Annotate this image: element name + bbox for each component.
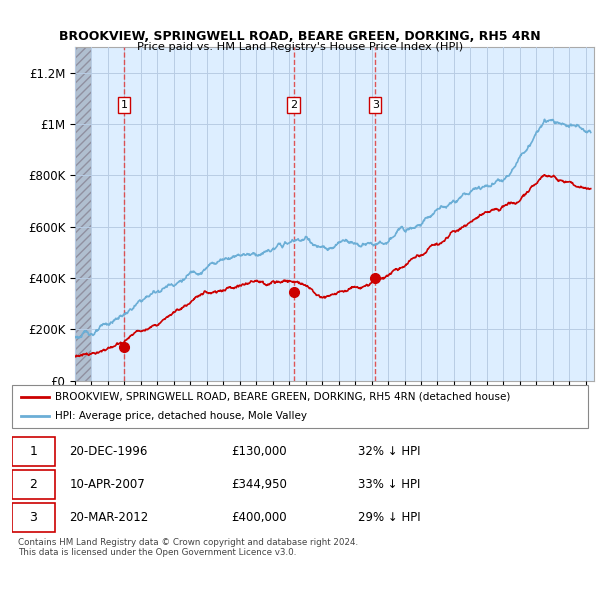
Text: Contains HM Land Registry data © Crown copyright and database right 2024.
This d: Contains HM Land Registry data © Crown c… (18, 538, 358, 558)
Text: £400,000: £400,000 (231, 511, 287, 524)
Text: £344,950: £344,950 (231, 478, 287, 491)
Text: 33% ↓ HPI: 33% ↓ HPI (358, 478, 420, 491)
Text: £130,000: £130,000 (231, 445, 287, 458)
Text: 3: 3 (29, 511, 37, 524)
Text: BROOKVIEW, SPRINGWELL ROAD, BEARE GREEN, DORKING, RH5 4RN: BROOKVIEW, SPRINGWELL ROAD, BEARE GREEN,… (59, 30, 541, 43)
Text: 3: 3 (371, 100, 379, 110)
Text: 10-APR-2007: 10-APR-2007 (70, 478, 145, 491)
FancyBboxPatch shape (12, 470, 55, 499)
FancyBboxPatch shape (12, 437, 55, 466)
Text: 1: 1 (121, 100, 127, 110)
Text: 1: 1 (29, 445, 37, 458)
FancyBboxPatch shape (12, 385, 588, 428)
Text: 32% ↓ HPI: 32% ↓ HPI (358, 445, 420, 458)
FancyBboxPatch shape (12, 503, 55, 532)
Text: 20-MAR-2012: 20-MAR-2012 (70, 511, 149, 524)
Text: 20-DEC-1996: 20-DEC-1996 (70, 445, 148, 458)
Text: Price paid vs. HM Land Registry's House Price Index (HPI): Price paid vs. HM Land Registry's House … (137, 42, 463, 51)
Text: 2: 2 (290, 100, 297, 110)
Text: 29% ↓ HPI: 29% ↓ HPI (358, 511, 420, 524)
Text: HPI: Average price, detached house, Mole Valley: HPI: Average price, detached house, Mole… (55, 411, 307, 421)
Text: 2: 2 (29, 478, 37, 491)
Text: BROOKVIEW, SPRINGWELL ROAD, BEARE GREEN, DORKING, RH5 4RN (detached house): BROOKVIEW, SPRINGWELL ROAD, BEARE GREEN,… (55, 392, 511, 402)
